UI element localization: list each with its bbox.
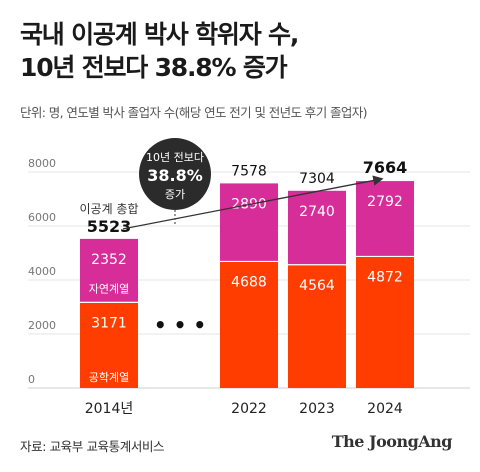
x-tick-label: 2023: [299, 401, 335, 417]
x-tick-label: 2014년: [85, 401, 134, 417]
title-line-2: 10년 전보다 38.8% 증가: [20, 53, 288, 82]
value-label-natural-science: 2740: [299, 204, 335, 220]
y-tick-label: 0: [28, 373, 35, 386]
chart-title: 국내 이공계 박사 학위자 수, 10년 전보다 38.8% 증가: [20, 18, 460, 84]
callout-line-1: 10년 전보다: [146, 151, 204, 164]
x-tick-label: 2024: [367, 401, 403, 417]
x-axis: 2014년 2022 2023 2024: [85, 401, 403, 417]
y-tick-label: 8000: [28, 157, 56, 170]
bar-natural-science: [220, 183, 278, 262]
total-label: 7304: [299, 171, 335, 187]
value-label-engineering: 4872: [367, 269, 403, 285]
callout-bubble: [139, 138, 211, 210]
total-label-2014: 5523: [87, 217, 132, 236]
chart-subtitle: 단위: 명, 연도별 박사 졸업자 수(해당 연도 전기 및 전년도 후기 졸업…: [20, 105, 368, 120]
publisher-logo: The JoongAng: [331, 432, 453, 451]
y-tick-label: 2000: [28, 319, 56, 332]
growth-callout: 10년 전보다 38.8% 증가: [122, 138, 384, 230]
growth-arrow: [122, 175, 384, 230]
title-line-1: 국내 이공계 박사 학위자 수,: [20, 20, 299, 49]
bar-natural-science: [80, 238, 138, 303]
callout-line-2: 38.8%: [147, 166, 203, 185]
total-label: 7664: [363, 158, 408, 177]
value-label-natural-science: 2352: [91, 252, 127, 268]
bar-engineering: [288, 264, 346, 388]
gap-ellipsis: • • •: [154, 313, 206, 337]
value-label-engineering: 4688: [231, 274, 267, 290]
value-label-engineering: 3171: [91, 315, 127, 331]
x-tick-label: 2022: [231, 401, 267, 417]
bar-natural-science: [288, 190, 346, 265]
y-tick-label: 4000: [28, 265, 56, 278]
bar-natural-science: [356, 181, 414, 257]
series-label-natural-science: 자연계열: [89, 282, 129, 295]
y-axis: 0 2000 4000 6000 8000: [28, 157, 56, 386]
bars: [80, 181, 414, 388]
y-tick-label: 6000: [28, 211, 56, 224]
total-caption: 이공계 총합: [79, 202, 138, 216]
total-label: 7578: [231, 163, 267, 179]
bar-engineering: [356, 256, 414, 388]
callout-line-3: 증가: [165, 188, 185, 201]
value-label-engineering: 4564: [299, 278, 335, 294]
bar-engineering: [220, 261, 278, 388]
value-label-natural-science: 2792: [367, 194, 403, 210]
source-note: 자료: 교육부 교육통계서비스: [20, 439, 165, 454]
bar-engineering: [80, 302, 138, 388]
series-label-engineering: 공학계열: [89, 371, 129, 384]
